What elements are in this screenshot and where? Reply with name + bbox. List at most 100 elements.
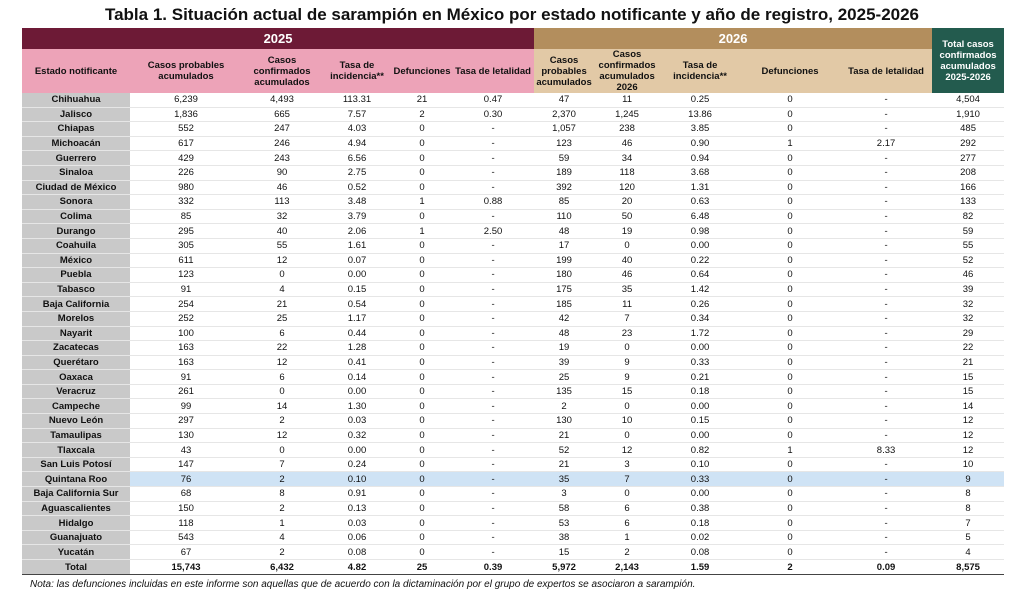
cell: 0 <box>594 340 661 356</box>
table-row: México 611 12 0.07 0-199 40 0.22 0-52 <box>22 253 1005 269</box>
cell: 52 <box>534 442 595 458</box>
cell: 11 <box>594 296 661 312</box>
cell: 0.94 <box>660 150 741 166</box>
cell: 113 <box>242 194 322 210</box>
cell: 55 <box>932 238 1005 254</box>
cell: 47 <box>534 93 595 108</box>
cell: - <box>840 355 933 371</box>
cell: 20 <box>594 194 661 210</box>
cell: 0 <box>594 428 661 444</box>
cell: 295 <box>130 223 242 239</box>
cell: - <box>452 340 535 356</box>
cell: - <box>840 486 933 502</box>
cell: 46 <box>594 136 661 152</box>
cell: 238 <box>594 121 661 137</box>
cell: 11 <box>594 93 661 108</box>
cell: 0.00 <box>660 238 741 254</box>
cell: - <box>452 136 535 152</box>
cell: 0.00 <box>322 442 392 458</box>
state-name: Guerrero <box>22 150 130 166</box>
cell: 123 <box>130 267 242 283</box>
cell: - <box>840 282 933 298</box>
table-row: Yucatán 67 2 0.08 0-15 2 0.08 0-4 <box>22 544 1005 560</box>
cell: 8 <box>932 501 1005 517</box>
cell: 2.50 <box>452 223 535 239</box>
cell: 19 <box>534 340 595 356</box>
state-name: Sonora <box>22 194 130 210</box>
cell: 0.98 <box>660 223 741 239</box>
cell: - <box>840 384 933 400</box>
cell: - <box>840 471 933 488</box>
cell: 163 <box>130 340 242 356</box>
cell: 0 <box>392 165 452 181</box>
cell: 0.44 <box>322 326 392 342</box>
table-row: Chiapas 552 247 4.03 0-1,057 238 3.85 0-485 <box>22 121 1005 137</box>
state-name: Morelos <box>22 311 130 327</box>
cell: - <box>840 428 933 444</box>
cell: 208 <box>932 165 1005 181</box>
cell: 2 <box>242 501 322 517</box>
cell: 0 <box>392 282 452 298</box>
state-name: Nuevo León <box>22 413 130 429</box>
state-name: Aguascalientes <box>22 501 130 517</box>
cell: 1.72 <box>660 326 741 342</box>
cell: 0 <box>740 340 841 356</box>
table-row: Tlaxcala 43 0 0.00 0-52 12 0.82 1 8.33 12 <box>22 442 1005 458</box>
cell: - <box>452 457 535 473</box>
cell: 0 <box>392 253 452 269</box>
cell: 6.48 <box>660 209 741 225</box>
total-cell: 0.39 <box>452 559 535 575</box>
cell: 0 <box>740 150 841 166</box>
cell: 0 <box>740 238 841 254</box>
cell: 14 <box>932 398 1005 415</box>
cell: 332 <box>130 194 242 210</box>
table-row: Morelos 252 25 1.17 0-42 7 0.34 0-32 <box>22 311 1005 327</box>
cell: 9 <box>594 369 661 385</box>
state-name: Chihuahua <box>22 93 130 108</box>
cell: 0.38 <box>660 501 741 517</box>
cell: - <box>840 238 933 254</box>
cell: 67 <box>130 544 242 560</box>
cell: 12 <box>242 355 322 371</box>
table-row: Sonora 332 113 3.48 1 0.88 85 20 0.63 0-133 <box>22 194 1005 210</box>
cell: 1 <box>242 515 322 531</box>
cell: 0 <box>740 282 841 298</box>
cell: 0.64 <box>660 267 741 283</box>
total-cell: 6,432 <box>242 559 322 575</box>
cell: - <box>840 209 933 225</box>
cell: 0.26 <box>660 296 741 312</box>
table-row: Veracruz 261 0 0.00 0-135 15 0.18 0-15 <box>22 384 1005 400</box>
cell: 0.21 <box>660 369 741 385</box>
cell: 189 <box>534 165 595 181</box>
cell: 9 <box>594 355 661 371</box>
cell: 247 <box>242 121 322 137</box>
cell: - <box>452 121 535 137</box>
column-header: Tasa de incidencia** <box>660 49 741 93</box>
cell: 59 <box>932 223 1005 239</box>
cell: 0 <box>242 384 322 400</box>
cell: 15 <box>534 544 595 560</box>
cell: - <box>452 150 535 166</box>
total-cell: 4.82 <box>322 559 392 575</box>
cell: 0.33 <box>660 471 741 488</box>
cell: 0.30 <box>452 107 535 123</box>
column-header: Defunciones <box>740 49 841 93</box>
cell: 0 <box>740 107 841 123</box>
cell: 0 <box>740 398 841 415</box>
cell: 85 <box>534 194 595 210</box>
cell: 0 <box>392 501 452 517</box>
cell: 4,504 <box>932 93 1005 108</box>
cell: 0 <box>392 355 452 371</box>
cell: 59 <box>534 150 595 166</box>
cell: 118 <box>130 515 242 531</box>
cell: 3 <box>534 486 595 502</box>
cell: 617 <box>130 136 242 152</box>
table-row: Jalisco 1,836 665 7.57 2 0.30 2,370 1,245 13.86 0… <box>22 107 1005 123</box>
cell: 35 <box>594 282 661 298</box>
total-label: Total <box>22 559 130 575</box>
total-cell: 2,143 <box>594 559 661 575</box>
cell: - <box>840 296 933 312</box>
cell: 12 <box>932 428 1005 444</box>
state-name: San Luis Potosí <box>22 457 130 473</box>
